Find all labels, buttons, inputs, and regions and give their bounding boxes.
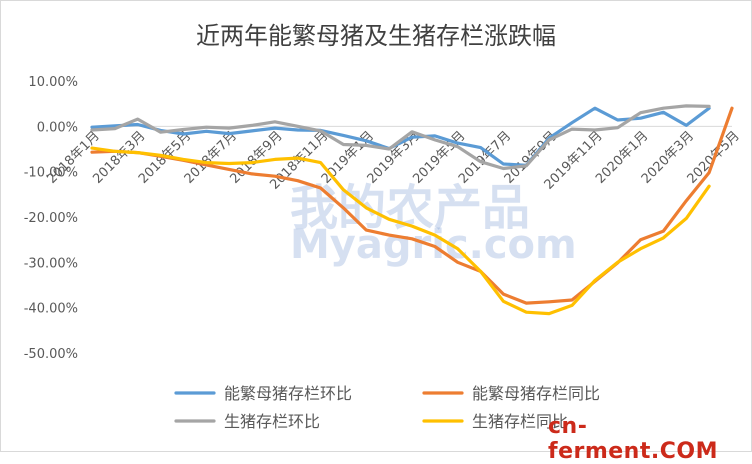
- watermark-site-name: cn-ferment: [548, 414, 651, 464]
- series-line-1: [90, 106, 711, 167]
- y-tick-label: -50.00%: [24, 347, 78, 362]
- y-tick-label: 10.00%: [28, 75, 78, 90]
- legend-label: 生猪存栏同比: [472, 412, 568, 431]
- series-line-4: [90, 146, 711, 316]
- legend-label: 生猪存栏环比: [224, 412, 320, 431]
- legend-label: 能繁母猪存栏环比: [224, 384, 352, 403]
- line-chart: 10.00% 0.00% -10.00% -20.00% -30.00% -40.00% -…: [24, 75, 743, 431]
- y-tick-label: -30.00%: [24, 256, 78, 271]
- y-tick-label: -20.00%: [24, 211, 78, 226]
- chart-title: 近两年能繁母猪及生猪存栏涨跌幅: [196, 22, 556, 50]
- series-line-3: [90, 104, 711, 171]
- y-tick-label: 0.00%: [37, 120, 78, 135]
- y-tick-label: -40.00%: [24, 302, 78, 317]
- y-axis: 10.00% 0.00% -10.00% -20.00% -30.00% -40.00% -…: [24, 75, 78, 362]
- series-layer: [90, 104, 734, 316]
- y-tick-label: -10.00%: [24, 166, 78, 181]
- watermark-site: cn-ferment.COM: [548, 414, 752, 464]
- legend-label: 能繁母猪存栏同比: [472, 384, 600, 403]
- x-axis: 2018年1月2018年3月2018年5月2018年7月2018年9月2018年…: [45, 125, 743, 193]
- series-line-2: [90, 106, 734, 305]
